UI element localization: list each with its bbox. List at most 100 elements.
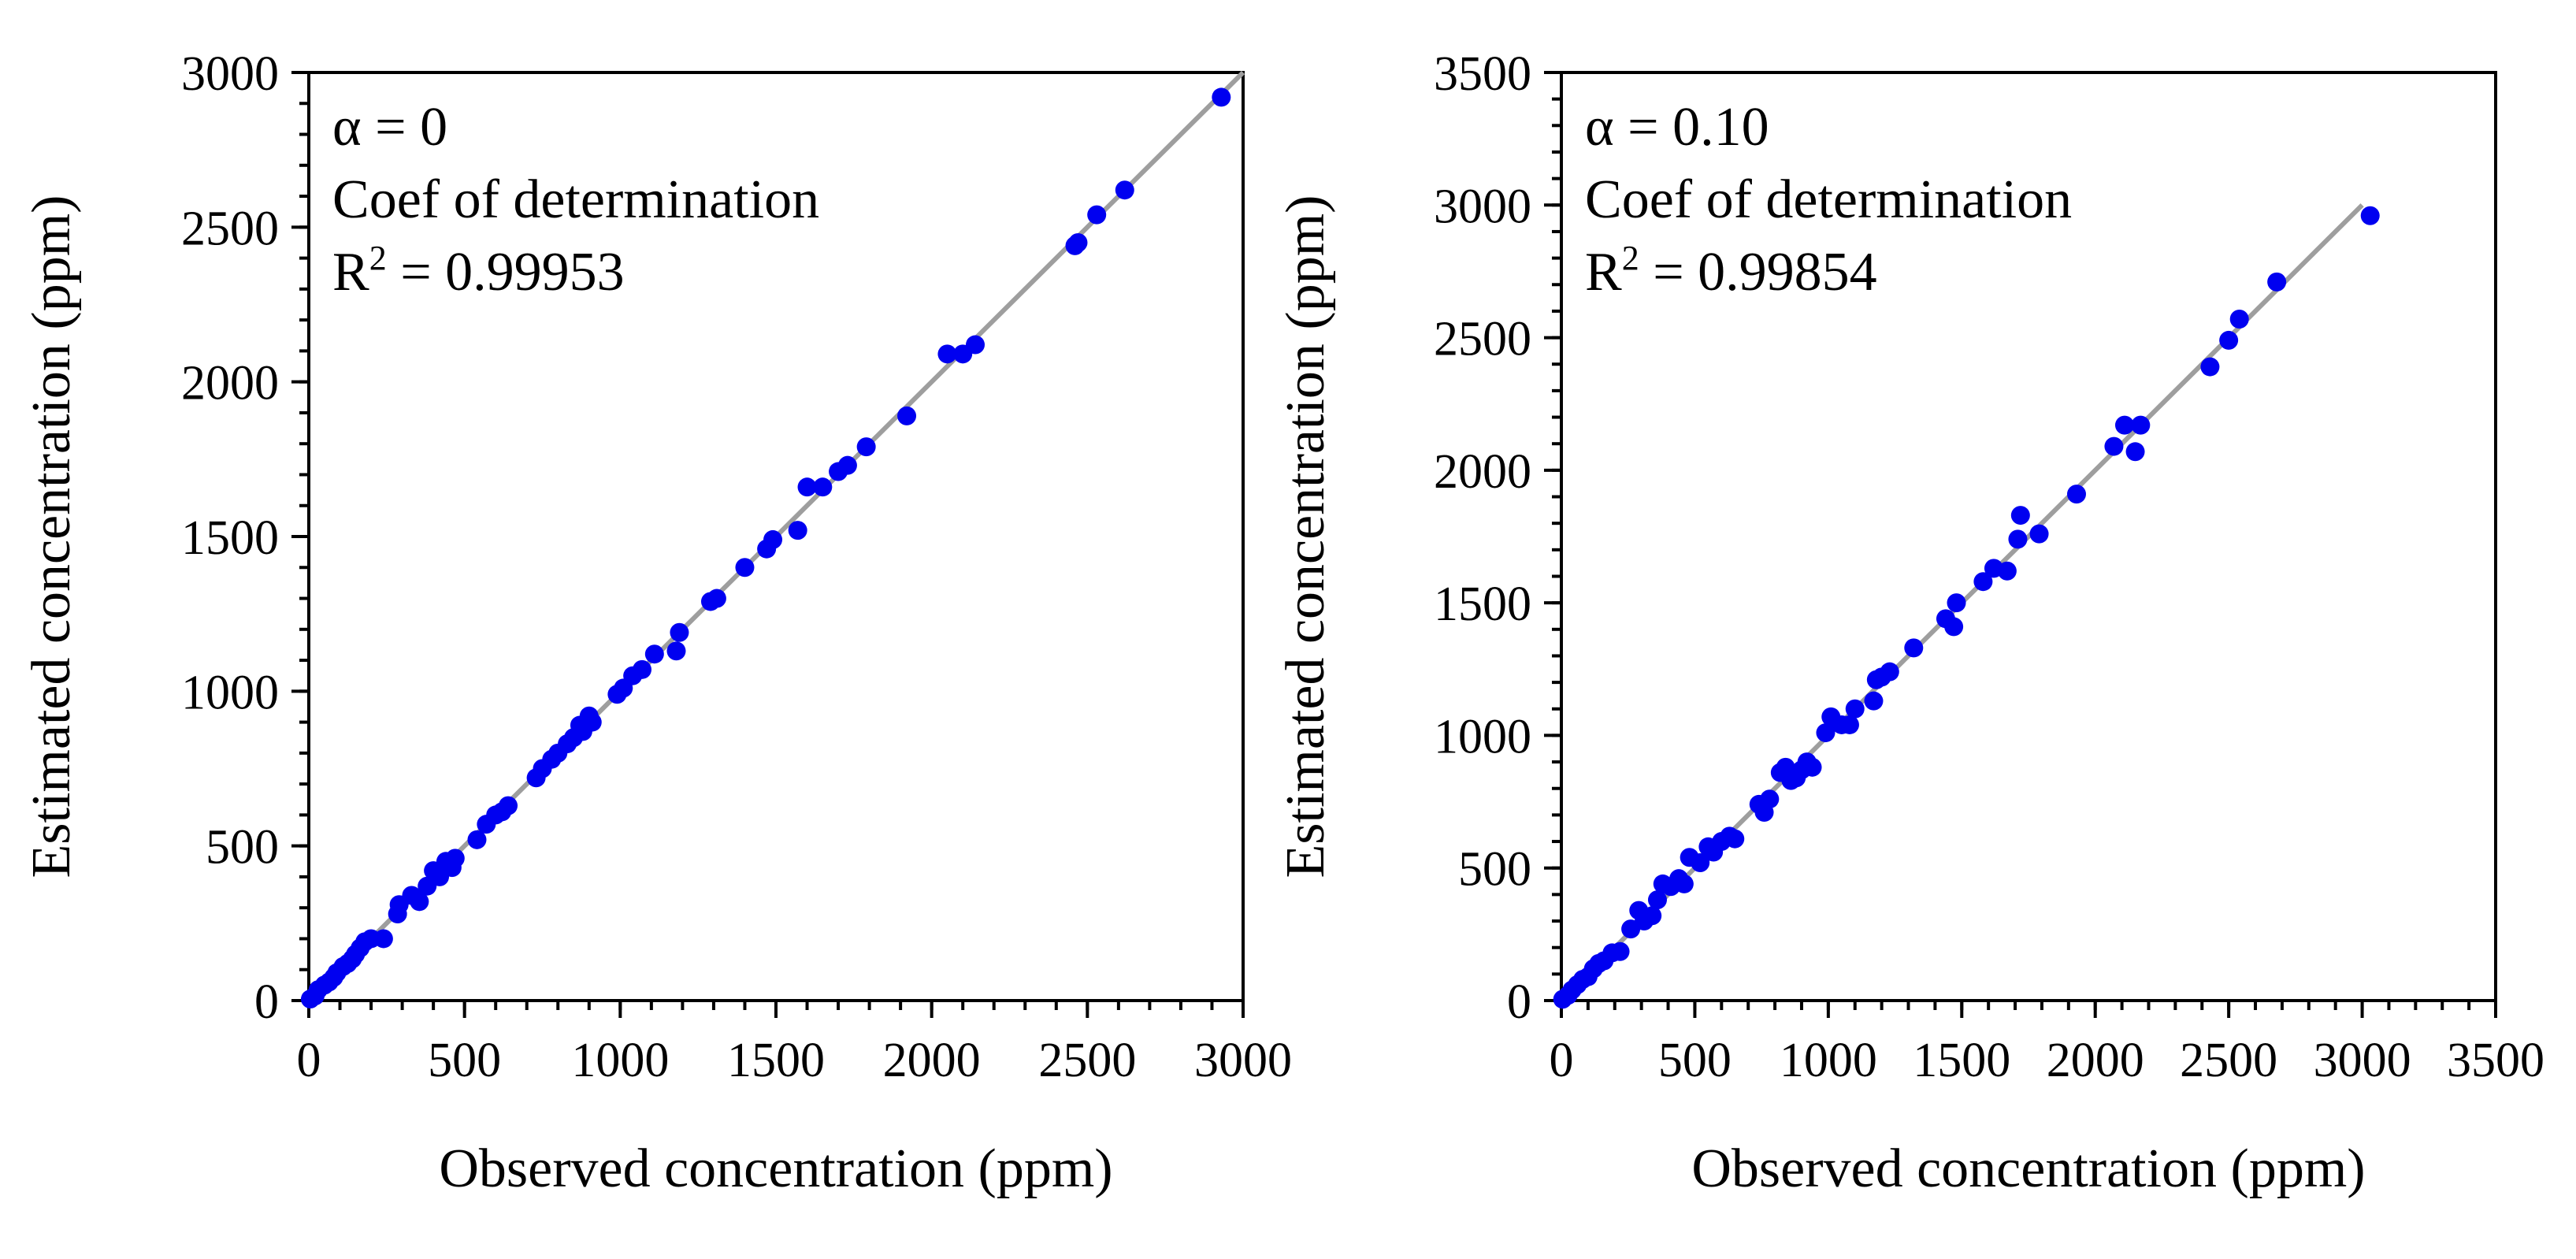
data-point	[856, 437, 876, 457]
r-label: R	[1585, 242, 1622, 303]
y-tick-label: 2500	[1434, 313, 1531, 366]
x-tick-label: 2000	[883, 1034, 981, 1087]
y-axis-label: Estimated concentration (ppm)	[1275, 195, 1336, 878]
y-tick-label: 0	[1507, 975, 1531, 1029]
y-tick-label: 3000	[1434, 180, 1531, 233]
x-tick-label: 3000	[1194, 1034, 1292, 1087]
r-superscript: 2	[369, 239, 387, 277]
x-tick-label: 0	[297, 1034, 321, 1087]
data-point	[813, 477, 833, 497]
x-axis: 0 500 1000 1500 2000 2500 3000 3500	[1550, 1001, 2544, 1087]
data-point	[1212, 87, 1231, 107]
data-point	[666, 641, 686, 661]
data-point	[1880, 662, 1899, 681]
data-point	[2010, 506, 2030, 526]
y-axis-label: Estimated concentration (ppm)	[21, 195, 82, 878]
y-tick-label: 1500	[1434, 578, 1531, 631]
data-point	[1691, 852, 1710, 872]
annotation-r2: R2 = 0.99854	[1585, 239, 1877, 303]
data-point	[788, 521, 807, 540]
data-point	[1760, 789, 1780, 809]
x-tick-label: 500	[1658, 1034, 1732, 1087]
data-point	[445, 849, 465, 868]
data-point	[467, 830, 487, 849]
data-point	[937, 344, 957, 364]
annotation-coef: Coef of determination	[1585, 169, 2072, 230]
data-point	[2066, 485, 2086, 504]
annotation-alpha: α = 0	[332, 97, 447, 158]
data-point	[2229, 310, 2249, 329]
x-tick-label: 1500	[727, 1034, 825, 1087]
data-point	[1997, 561, 2017, 581]
data-point	[1610, 941, 1630, 961]
data-point	[1068, 232, 1088, 252]
y-tick-label: 2000	[181, 357, 279, 410]
annotation-r2: R2 = 0.99953	[332, 239, 625, 303]
x-axis: 0 500 1000 1500 2000 2500 3000	[297, 1001, 1292, 1087]
r-label: R	[332, 242, 369, 303]
data-point	[2029, 524, 2049, 544]
y-tick-label: 500	[1458, 843, 1531, 897]
x-tick-label: 2500	[1038, 1034, 1136, 1087]
r-superscript: 2	[1622, 239, 1639, 277]
y-axis: 0 500 1000 1500 2000 2500 3000	[181, 47, 309, 1029]
data-point	[1947, 593, 1966, 613]
annotation-coef: Coef of determination	[332, 169, 819, 230]
data-point	[2200, 357, 2220, 377]
data-point	[897, 406, 917, 425]
data-point	[633, 659, 652, 679]
data-point	[1845, 699, 1865, 719]
chart-left: 0 500 1000 1500 2000 2500 3000 0 500 1000 1500 200…	[21, 47, 1292, 1199]
data-point	[837, 455, 857, 475]
data-point	[2114, 415, 2134, 435]
data-point	[1642, 906, 1662, 926]
data-point	[1087, 205, 1107, 225]
data-point	[582, 712, 602, 732]
x-tick-label: 2500	[2180, 1034, 2277, 1087]
data-point	[707, 589, 726, 608]
scatter-points	[1553, 206, 2380, 1009]
y-tick-label: 1000	[1434, 710, 1531, 763]
data-point	[2131, 415, 2151, 435]
data-point	[1674, 874, 1694, 893]
data-point	[1647, 890, 1667, 910]
x-axis-label: Observed concentration (ppm)	[439, 1138, 1112, 1199]
x-tick-label: 3000	[2314, 1034, 2411, 1087]
y-tick-label: 1000	[181, 666, 279, 719]
data-point	[797, 477, 817, 497]
data-point	[499, 796, 518, 815]
chart-right: 0 500 1000 1500 2000 2500 3000 3500 0 500 1000 150…	[1275, 47, 2544, 1199]
x-tick-label: 500	[428, 1034, 501, 1087]
data-point	[1864, 691, 1884, 711]
data-point	[1115, 180, 1134, 200]
x-tick-label: 1000	[571, 1034, 669, 1087]
data-point	[410, 892, 429, 912]
y-tick-label: 2500	[181, 202, 279, 255]
data-point	[1973, 572, 1993, 592]
scatter-points	[300, 87, 1231, 1009]
y-tick-label: 3000	[181, 47, 279, 101]
y-tick-label: 1500	[181, 511, 279, 565]
plot-frame	[1560, 71, 2497, 1002]
data-point	[1816, 723, 1835, 743]
data-point	[1904, 638, 1924, 658]
data-point	[1802, 757, 1822, 777]
y-tick-label: 0	[254, 975, 279, 1029]
x-tick-label: 1500	[1913, 1034, 2010, 1087]
data-point	[2125, 442, 2145, 462]
data-point	[2219, 330, 2239, 350]
data-point	[2360, 206, 2380, 225]
data-point	[1725, 829, 1745, 849]
data-point	[373, 929, 393, 949]
x-tick-label: 0	[1550, 1034, 1574, 1087]
y-tick-label: 2000	[1434, 445, 1531, 499]
data-point	[763, 529, 783, 549]
annotation-alpha: α = 0.10	[1585, 97, 1769, 158]
r-value: = 0.99953	[387, 242, 625, 303]
y-tick-label: 3500	[1434, 47, 1531, 101]
x-tick-label: 3500	[2447, 1034, 2544, 1087]
data-point	[2267, 272, 2287, 292]
y-axis: 0 500 1000 1500 2000 2500 3000 3500	[1434, 47, 1561, 1029]
data-point	[1944, 617, 1964, 637]
